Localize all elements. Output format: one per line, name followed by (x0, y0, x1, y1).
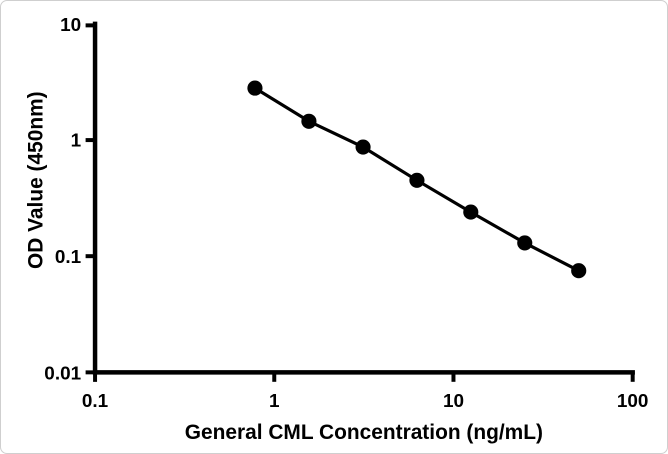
y-tick-label: 10 (60, 15, 81, 36)
x-axis-ticks (93, 372, 635, 382)
y-tick-label: 1 (71, 130, 82, 151)
x-tick-label: 100 (617, 391, 649, 412)
standard-curve-series (247, 80, 587, 279)
data-point (247, 80, 263, 96)
data-point (409, 172, 425, 188)
x-tick-label: 0.1 (82, 391, 108, 412)
data-point (517, 235, 533, 251)
data-point (571, 263, 587, 279)
x-tick-label: 1 (269, 391, 280, 412)
data-point (301, 113, 317, 129)
data-point (463, 204, 479, 220)
x-axis-title: General CML Concentration (ng/mL) (185, 421, 543, 444)
y-tick-label: 0.1 (55, 247, 81, 268)
x-tick-label: 10 (443, 391, 464, 412)
y-axis-title: OD Value (450nm) (24, 91, 47, 269)
y-tick-label: 0.01 (44, 363, 81, 384)
axis-spines (92, 21, 635, 375)
data-point (355, 139, 371, 155)
